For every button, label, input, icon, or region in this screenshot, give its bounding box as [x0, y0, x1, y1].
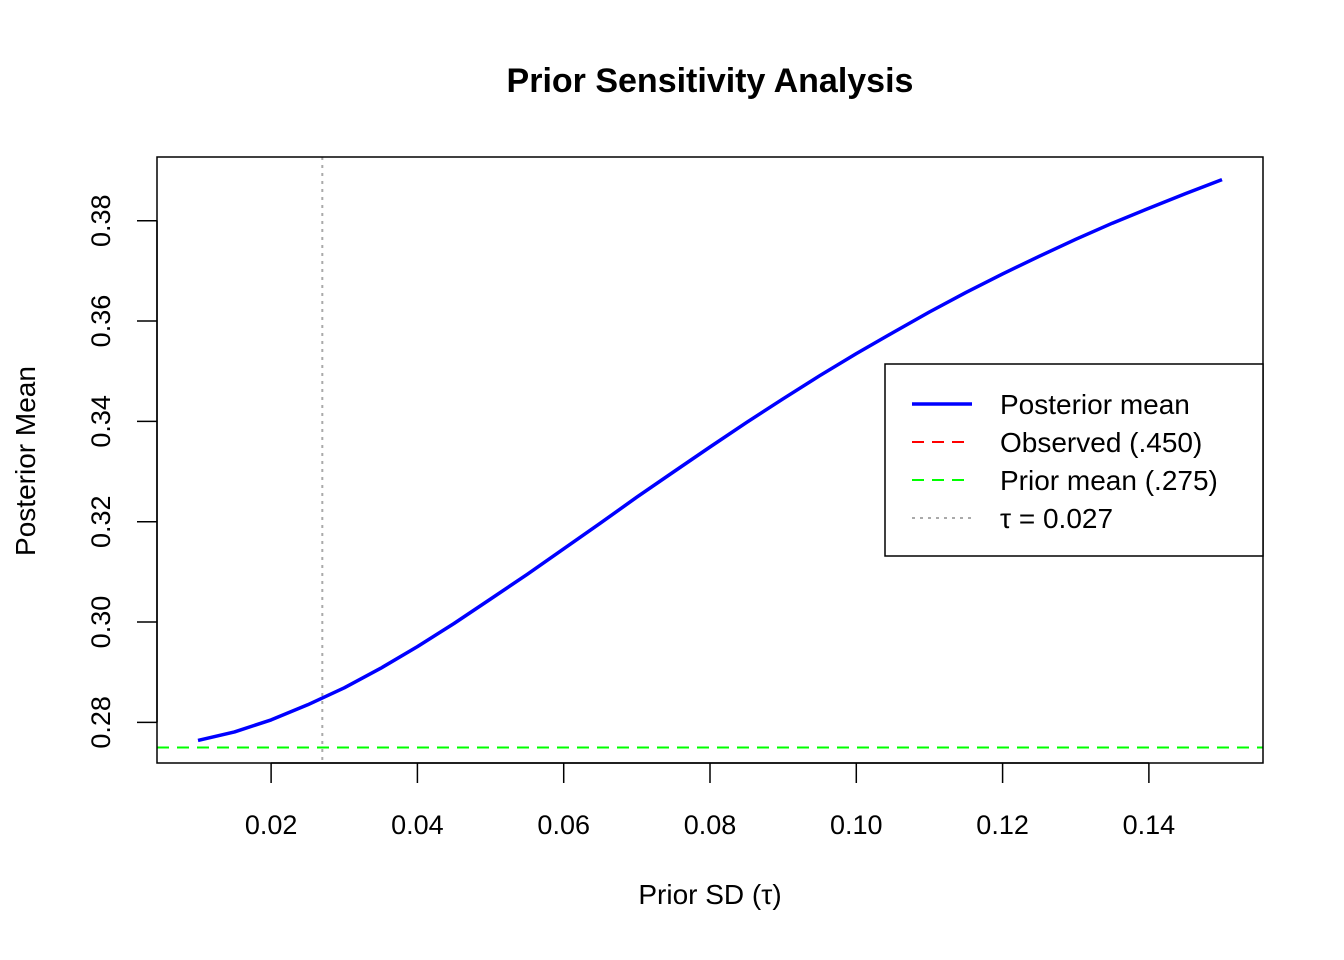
x-tick-label: 0.12	[976, 810, 1029, 840]
series-posterior-mean	[197, 177, 1223, 743]
y-tick-label: 0.34	[86, 395, 116, 448]
y-tick-label: 0.38	[86, 194, 116, 247]
legend-box	[884, 363, 1264, 557]
legend-label: Posterior mean	[1000, 389, 1190, 420]
y-axis-label: Posterior Mean	[10, 366, 41, 556]
x-tick-label: 0.14	[1123, 810, 1176, 840]
chart-title: Prior Sensitivity Analysis	[507, 62, 914, 100]
x-tick-label: 0.04	[391, 810, 444, 840]
y-tick-label: 0.30	[86, 596, 116, 649]
y-tick-label: 0.28	[86, 696, 116, 749]
y-tick-label: 0.32	[86, 495, 116, 548]
legend: Posterior mean Observed (.450) Prior mean …	[884, 363, 1264, 557]
legend-label: Prior mean (.275)	[1000, 465, 1218, 496]
axes: 0.02 0.04 0.06 0.08 0.10 0.12 0.14 0.28 0.30 0.32…	[86, 194, 1175, 840]
x-tick-label: 0.06	[537, 810, 590, 840]
plot-area	[157, 157, 1263, 763]
x-axis-label: Prior SD (τ)	[638, 879, 781, 910]
legend-label: τ = 0.027	[1000, 503, 1113, 534]
y-tick-label: 0.36	[86, 295, 116, 348]
legend-label: Observed (.450)	[1000, 427, 1202, 458]
x-tick-label: 0.10	[830, 810, 883, 840]
x-tick-label: 0.08	[684, 810, 737, 840]
x-tick-label: 0.02	[245, 810, 298, 840]
